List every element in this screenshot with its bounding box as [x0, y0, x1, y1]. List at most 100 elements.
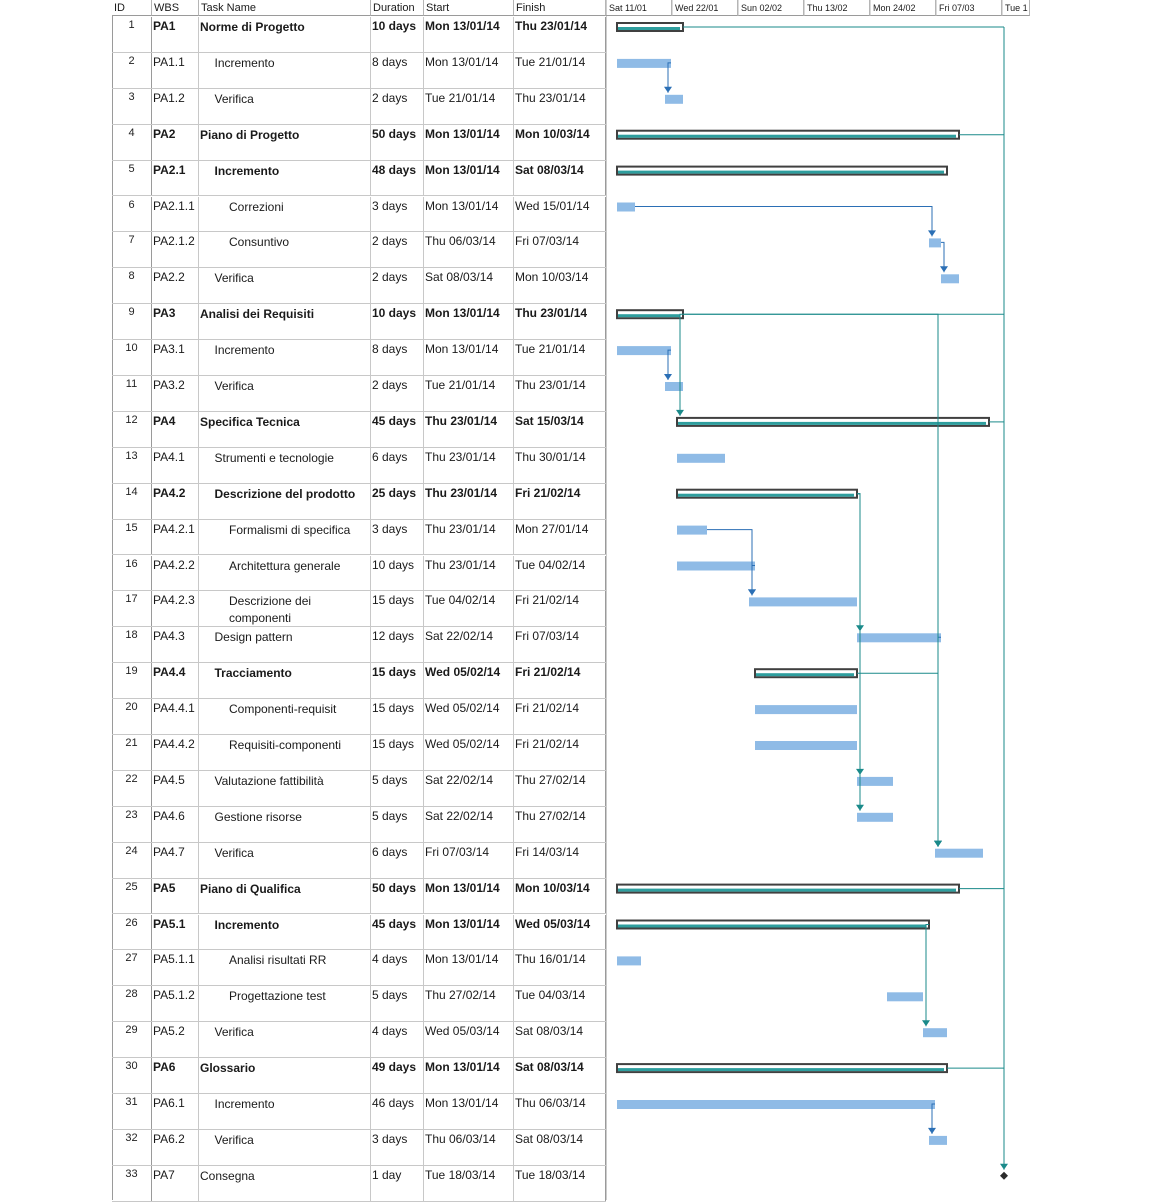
header-start[interactable]: Start — [424, 0, 514, 16]
table-row[interactable]: 4 PA2 Piano di Progetto 50 days Mon 13/01/14… — [112, 124, 606, 161]
table-row[interactable]: 17 PA4.2.3 Descrizione dei componenti 15 da… — [112, 591, 606, 628]
task-duration: 15 days — [371, 735, 424, 770]
task-start: Mon 13/01/14 — [424, 878, 514, 914]
task-id: 1 — [112, 17, 152, 52]
table-row[interactable]: 3 PA1.2 Verifica 2 days Tue 21/01/14 Thu 23/0… — [112, 88, 606, 125]
table-row[interactable]: 29 PA5.2 Verifica 4 days Wed 05/03/14 Sat 08/… — [112, 1022, 606, 1059]
table-row[interactable]: 13 PA4.1 Strumenti e tecnologie 6 days Thu 2… — [112, 447, 606, 484]
table-row[interactable]: 22 PA4.5 Valutazione fattibilità 5 days Sat … — [112, 770, 606, 807]
task-id: 11 — [112, 376, 152, 411]
table-row[interactable]: 26 PA5.1 Incremento 45 days Mon 13/01/14 Wed … — [112, 914, 606, 951]
table-row[interactable]: 19 PA4.4 Tracciamento 15 days Wed 05/02/14 Fr… — [112, 663, 606, 700]
header-wbs[interactable]: WBS — [152, 0, 199, 16]
task-duration: 45 days — [371, 914, 424, 950]
task-wbs: PA3.2 — [152, 376, 199, 411]
task-duration: 1 day — [371, 1165, 424, 1201]
task-name: Descrizione dei componenti — [199, 591, 371, 627]
task-name: Correzioni — [199, 196, 371, 232]
task-wbs: PA4.1 — [152, 447, 199, 483]
task-start: Thu 23/01/14 — [424, 447, 514, 483]
table-row[interactable]: 23 PA4.6 Gestione risorse 5 days Sat 22/02/1… — [112, 806, 606, 843]
dependency-link — [931, 1103, 935, 1134]
task-finish: Mon 27/01/14 — [514, 519, 606, 555]
task-bar — [665, 382, 683, 391]
task-duration: 15 days — [371, 699, 424, 734]
table-row[interactable]: 2 PA1.1 Incremento 8 days Mon 13/01/14 Tue 21… — [112, 52, 606, 89]
table-row[interactable]: 31 PA6.1 Incremento 46 days Mon 13/01/14 Thu … — [112, 1094, 606, 1130]
task-wbs: PA3.1 — [152, 340, 199, 375]
task-finish: Thu 06/03/14 — [514, 1094, 606, 1129]
task-duration: 10 days — [371, 17, 424, 52]
task-wbs: PA2.1.1 — [152, 196, 199, 232]
task-bar — [617, 58, 671, 68]
table-row[interactable]: 10 PA3.1 Incremento 8 days Mon 13/01/14 Tue 2… — [112, 340, 606, 376]
table-row[interactable]: 12 PA4 Specifica Tecnica 45 days Thu 23/01/1… — [112, 411, 606, 448]
task-duration: 49 days — [371, 1058, 424, 1093]
table-row[interactable]: 14 PA4.2 Descrizione del prodotto 25 days Th… — [112, 483, 606, 520]
table-row[interactable]: 1 PA1 Norme di Progetto 10 days Mon 13/01/14… — [112, 17, 606, 53]
task-duration: 8 days — [371, 52, 424, 88]
milestone-marker — [1000, 1171, 1008, 1180]
table-row[interactable]: 11 PA3.2 Verifica 2 days Tue 21/01/14 Thu 23/… — [112, 376, 606, 412]
summary-progress — [678, 421, 986, 425]
task-wbs: PA2.2 — [152, 268, 199, 304]
task-start: Mon 13/01/14 — [424, 1058, 514, 1093]
task-name: Strumenti e tecnologie — [199, 447, 371, 483]
header-finish[interactable]: Finish — [514, 0, 606, 16]
task-name: Piano di Progetto — [199, 124, 371, 160]
task-bar — [677, 525, 707, 535]
task-wbs: PA6.1 — [152, 1094, 199, 1129]
dependency-link — [679, 313, 683, 416]
task-id: 17 — [112, 591, 152, 627]
table-row[interactable]: 6 PA2.1.1 Correzioni 3 days Mon 13/01/14 Wed … — [112, 196, 606, 233]
task-duration: 10 days — [371, 555, 424, 591]
table-row[interactable]: 28 PA5.1.2 Progettazione test 5 days Thu 27/… — [112, 986, 606, 1023]
task-duration: 3 days — [371, 1129, 424, 1165]
header-id[interactable]: ID — [112, 0, 152, 16]
task-finish: Wed 05/03/14 — [514, 914, 606, 950]
table-row[interactable]: 15 PA4.2.1 Formalismi di specifica 3 days Th… — [112, 519, 606, 556]
header-task-name[interactable]: Task Name — [199, 0, 371, 16]
header-duration[interactable]: Duration — [371, 0, 424, 16]
task-duration: 5 days — [371, 986, 424, 1022]
task-finish: Thu 23/01/14 — [514, 17, 606, 52]
task-wbs: PA5.1.2 — [152, 986, 199, 1022]
task-start: Mon 13/01/14 — [424, 52, 514, 88]
task-finish: Fri 21/02/14 — [514, 663, 606, 699]
summary-progress — [618, 314, 680, 318]
task-start: Tue 21/01/14 — [424, 88, 514, 124]
task-duration: 50 days — [371, 124, 424, 160]
table-row[interactable]: 33 PA7 Consegna 1 day Tue 18/03/14 Tue 18/03/… — [112, 1165, 606, 1202]
table-row[interactable]: 24 PA4.7 Verifica 6 days Fri 07/03/14 Fri 14/… — [112, 842, 606, 879]
table-row[interactable]: 27 PA5.1.1 Analisi risultati RR 4 days Mon 1… — [112, 950, 606, 987]
table-row[interactable]: 32 PA6.2 Verifica 3 days Thu 06/03/14 Sat 08/… — [112, 1129, 606, 1166]
task-duration: 5 days — [371, 806, 424, 842]
task-start: Sat 22/02/14 — [424, 627, 514, 663]
table-row[interactable]: 7 PA2.1.2 Consuntivo 2 days Thu 06/03/14 Fri … — [112, 232, 606, 269]
task-name: Verifica — [199, 268, 371, 304]
task-start: Sat 22/02/14 — [424, 770, 514, 806]
table-row[interactable]: 25 PA5 Piano di Qualifica 50 days Mon 13/01/… — [112, 878, 606, 915]
task-duration: 5 days — [371, 770, 424, 806]
task-name: Design pattern — [199, 627, 371, 663]
table-row[interactable]: 5 PA2.1 Incremento 48 days Mon 13/01/14 Sat 0… — [112, 160, 606, 197]
table-row[interactable]: 9 PA3 Analisi dei Requisiti 10 days Mon 13/0… — [112, 304, 606, 341]
task-bar — [617, 956, 641, 966]
task-start: Wed 05/02/14 — [424, 699, 514, 734]
task-start: Tue 21/01/14 — [424, 376, 514, 411]
table-row[interactable]: 18 PA4.3 Design pattern 12 days Sat 22/02/14… — [112, 627, 606, 664]
task-duration: 6 days — [371, 842, 424, 878]
table-row[interactable]: 8 PA2.2 Verifica 2 days Sat 08/03/14 Mon 10/0… — [112, 268, 606, 305]
table-row[interactable]: 16 PA4.2.2 Architettura generale 10 days Thu… — [112, 555, 606, 592]
task-id: 22 — [112, 770, 152, 806]
task-bar — [749, 597, 857, 607]
summary-progress — [756, 673, 854, 677]
task-id: 15 — [112, 519, 152, 555]
table-row[interactable]: 20 PA4.4.1 Componenti-requisit 15 days Wed 0… — [112, 699, 606, 735]
table-row[interactable]: 30 PA6 Glossario 49 days Mon 13/01/14 Sat 08/… — [112, 1058, 606, 1094]
task-bar — [923, 1028, 947, 1038]
task-name: Norme di Progetto — [199, 17, 371, 52]
task-wbs: PA4.2.2 — [152, 555, 199, 591]
dependency-arrow — [922, 1020, 930, 1027]
table-row[interactable]: 21 PA4.4.2 Requisiti-componenti 15 days Wed … — [112, 735, 606, 771]
